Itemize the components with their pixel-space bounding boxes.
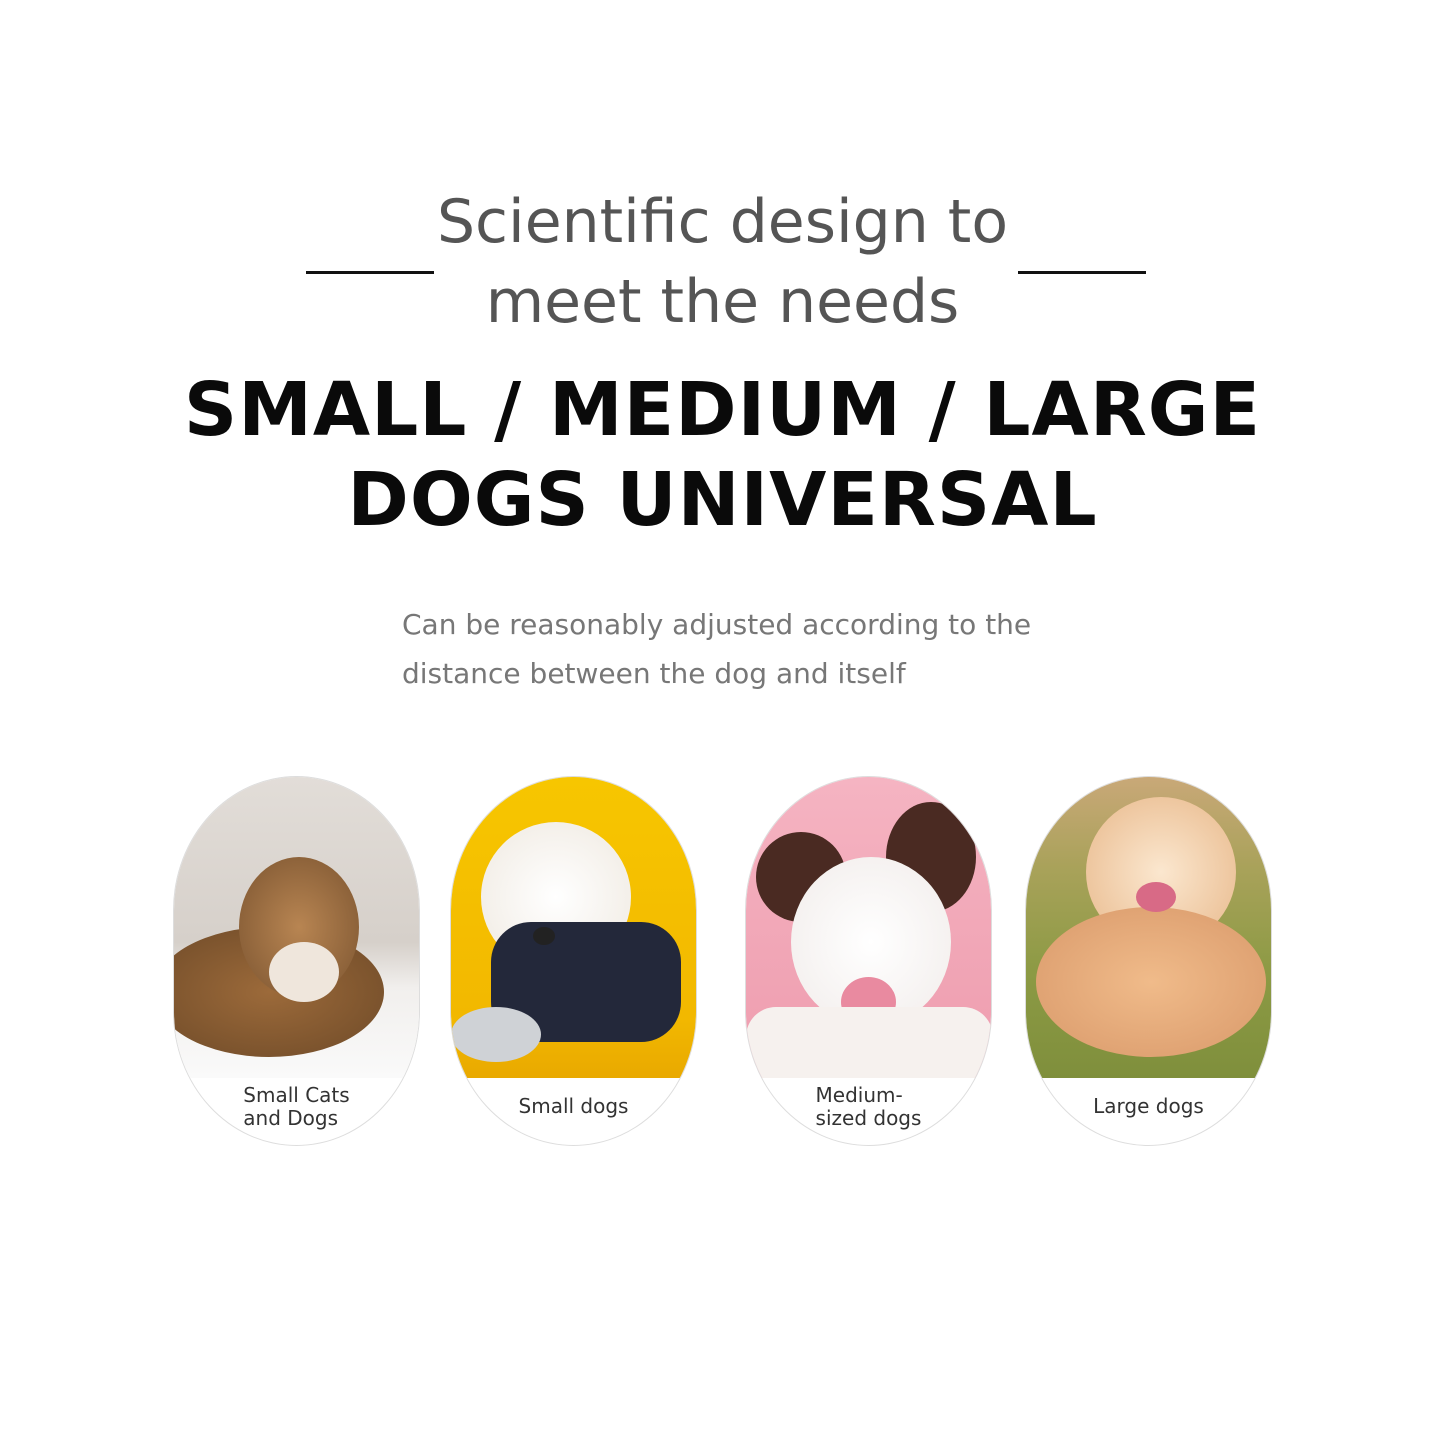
headline-line1: SMALL / MEDIUM / LARGE bbox=[183, 367, 1262, 453]
card-label: Large dogs bbox=[1093, 1094, 1204, 1118]
card-label: Small dogs bbox=[518, 1094, 629, 1118]
decorative-rule-left bbox=[306, 271, 434, 274]
description-line2: distance between the dog and itself bbox=[402, 657, 906, 690]
description: Can be reasonably adjusted according to … bbox=[402, 600, 1031, 698]
card-small-dogs: Small dogs bbox=[450, 776, 697, 1146]
card-label: Medium-sized dogs bbox=[815, 1082, 922, 1130]
golden-retriever-on-grass-photo bbox=[1026, 777, 1271, 1078]
border-collie-photo bbox=[746, 777, 991, 1078]
headline: SMALL / MEDIUM / LARGE DOGS UNIVERSAL bbox=[0, 365, 1445, 545]
decorative-rule-right bbox=[1018, 271, 1146, 274]
headline-line2: DOGS UNIVERSAL bbox=[347, 457, 1098, 543]
subtitle-line1: Scientific design to bbox=[436, 187, 1009, 257]
white-poodle-in-denim-photo bbox=[451, 777, 696, 1078]
card-medium-sized-dogs: Medium-sized dogs bbox=[745, 776, 992, 1146]
card-label: Small Cats and Dogs bbox=[243, 1082, 350, 1130]
card-large-dogs: Large dogs bbox=[1025, 776, 1272, 1146]
subtitle-line2: meet the needs bbox=[485, 267, 960, 337]
description-line1: Can be reasonably adjusted according to … bbox=[402, 608, 1032, 641]
card-small-cats-and-dogs: Small Cats and Dogs bbox=[173, 776, 420, 1146]
tabby-cat-photo bbox=[174, 777, 419, 1078]
